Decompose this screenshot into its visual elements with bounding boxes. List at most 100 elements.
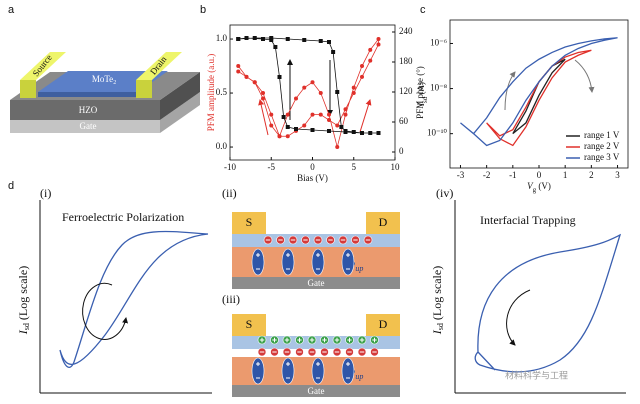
data-point xyxy=(244,74,249,79)
y2-tick-label: 120 xyxy=(399,86,413,96)
y2-tick-label: 0 xyxy=(399,146,404,156)
data-point xyxy=(331,50,336,54)
dipole xyxy=(251,248,265,276)
data-point xyxy=(294,127,298,131)
dipole xyxy=(251,357,265,385)
dipole xyxy=(281,357,295,385)
data-point xyxy=(351,130,356,134)
data-point xyxy=(269,123,274,128)
data-point xyxy=(327,129,331,133)
axis-title-main: I xyxy=(430,329,444,335)
gate-layer xyxy=(10,120,160,133)
subpanel-title: Interfacial Trapping xyxy=(480,213,576,227)
axis-title-sub: sd xyxy=(436,323,445,330)
data-point xyxy=(302,123,307,128)
axis-title-main: I xyxy=(416,102,426,107)
data-point xyxy=(335,123,340,128)
hzo-layer xyxy=(10,100,160,120)
axis-title-main: I xyxy=(16,329,30,335)
data-point xyxy=(236,69,241,74)
channel-label: MoTe2 xyxy=(92,74,116,86)
gate-layer xyxy=(232,385,400,397)
data-point xyxy=(277,134,282,139)
x-tick-label: -2 xyxy=(483,170,491,180)
data-point xyxy=(285,125,290,129)
gate-label: Gate xyxy=(308,278,325,288)
dipole xyxy=(341,357,355,385)
axis-title: Isd (Log scale) xyxy=(16,266,31,335)
data-point xyxy=(261,37,265,41)
source-top xyxy=(20,52,66,80)
data-point xyxy=(335,90,340,94)
data-point xyxy=(339,125,344,129)
arrow xyxy=(504,71,516,111)
y2-tick-label: 60 xyxy=(399,116,409,126)
watermark: 材料科学与工程 xyxy=(505,370,568,382)
series-line xyxy=(512,58,566,135)
data-point xyxy=(376,131,381,135)
data-point xyxy=(261,91,265,96)
series-line xyxy=(238,37,379,134)
subpanel-label: (iii) xyxy=(222,292,240,306)
data-point xyxy=(368,58,373,63)
data-point xyxy=(343,112,348,117)
y-tick-label: 10⁻⁸ xyxy=(430,83,447,93)
data-point xyxy=(244,36,249,40)
data-point xyxy=(351,91,356,96)
source-front xyxy=(20,80,36,98)
legend-label: range 2 V xyxy=(584,141,620,151)
data-point xyxy=(360,64,364,69)
data-point xyxy=(310,80,315,85)
positive-charges xyxy=(257,335,379,345)
data-point xyxy=(327,112,331,117)
arrow xyxy=(258,99,269,136)
axis-title: Isd (A) xyxy=(416,82,429,107)
series-line xyxy=(486,49,592,147)
gate-side xyxy=(160,92,200,133)
channel-sub: 2 xyxy=(113,80,116,86)
drain-pad xyxy=(366,212,400,234)
source-pad xyxy=(232,212,266,234)
series-line xyxy=(237,37,379,148)
gate-label: Gate xyxy=(308,386,325,396)
data-point xyxy=(318,39,323,43)
data-point xyxy=(376,42,381,47)
subpanel-label: (i) xyxy=(40,186,51,200)
channel-name: MoTe xyxy=(92,74,113,84)
x-tick-label: -3 xyxy=(457,170,465,180)
panel-label: a xyxy=(8,4,15,16)
data-point xyxy=(360,74,364,79)
axis-title: Vg (V) xyxy=(527,181,551,194)
data-point xyxy=(368,47,373,52)
axis-title-unit: (V) xyxy=(536,181,551,191)
y-tick-label: 10⁻⁶ xyxy=(430,38,447,48)
x-tick-label: 5 xyxy=(352,162,357,172)
axis-title: PFM amplitude (a.u.) xyxy=(206,54,216,132)
y2-tick-label: 240 xyxy=(399,26,413,36)
axis-title: PFM phase (°) xyxy=(415,66,425,119)
panel-b-arrows xyxy=(258,59,372,136)
data-point xyxy=(281,115,286,119)
data-point xyxy=(327,40,331,44)
x-tick-label: -1 xyxy=(509,170,517,180)
axis-title-sub: sd xyxy=(421,96,429,103)
series-line xyxy=(460,37,618,147)
drain-label: D xyxy=(379,317,388,331)
subpanel-title: Ferroelectric Polarization xyxy=(62,210,184,224)
plot-frame xyxy=(229,24,396,161)
data-point xyxy=(335,145,340,150)
x-tick-label: 0 xyxy=(310,162,315,172)
dipole xyxy=(311,357,325,385)
x-tick-label: 0 xyxy=(537,170,542,180)
data-point xyxy=(252,36,257,40)
axis-title-main: V xyxy=(527,181,534,191)
x-tick-label: 2 xyxy=(589,170,594,180)
y-tick-label: 10⁻¹⁰ xyxy=(427,128,447,138)
data-point xyxy=(368,131,373,135)
data-point xyxy=(318,112,323,117)
source-label: S xyxy=(246,317,253,331)
loop-arrow xyxy=(82,282,128,340)
dipole xyxy=(281,248,295,276)
hysteresis-sketch xyxy=(59,230,209,368)
